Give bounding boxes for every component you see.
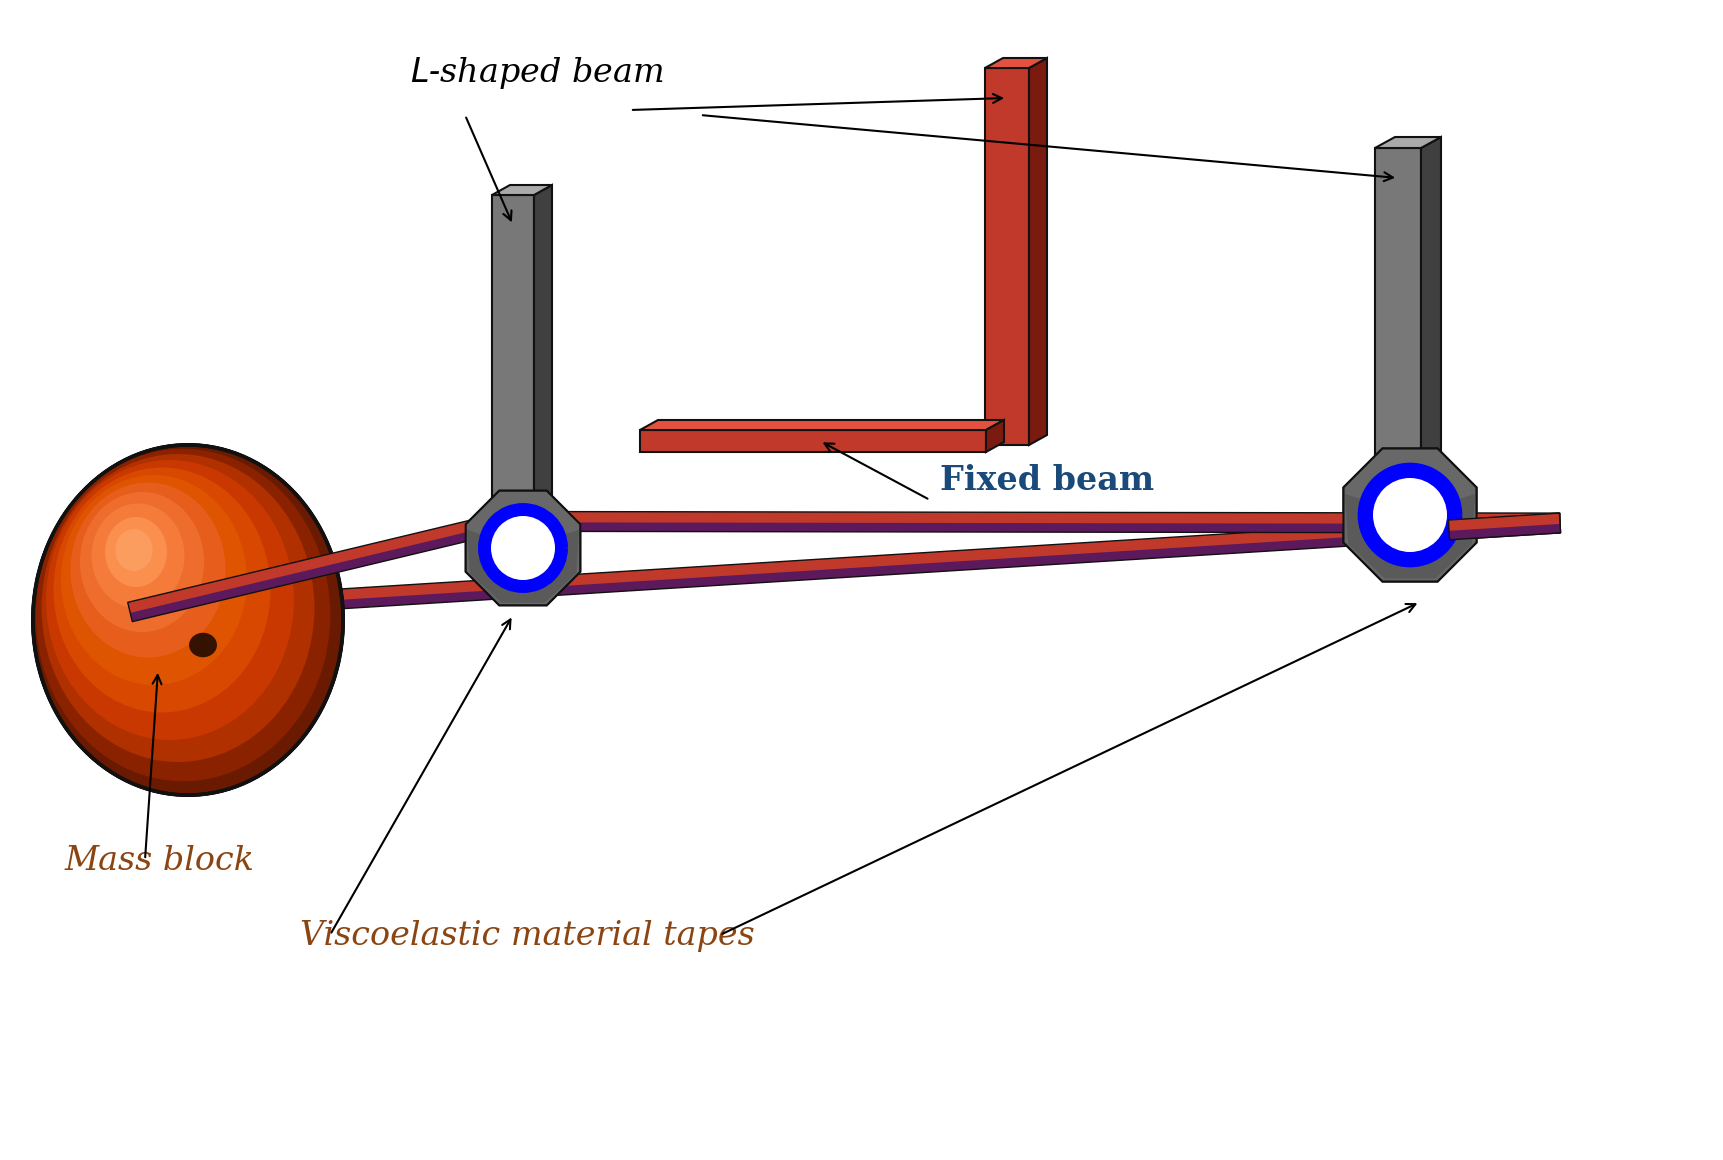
Circle shape <box>1372 478 1446 552</box>
Text: Fixed beam: Fixed beam <box>939 464 1153 496</box>
Ellipse shape <box>115 529 153 571</box>
Polygon shape <box>129 522 1559 622</box>
Polygon shape <box>1344 494 1475 579</box>
Circle shape <box>1372 478 1446 552</box>
Ellipse shape <box>41 454 314 762</box>
Ellipse shape <box>60 474 246 686</box>
Polygon shape <box>491 184 551 195</box>
Polygon shape <box>129 524 493 622</box>
Polygon shape <box>1375 148 1420 500</box>
Ellipse shape <box>105 517 167 587</box>
Ellipse shape <box>47 461 295 740</box>
Ellipse shape <box>91 503 184 609</box>
Text: Viscoelastic material tapes: Viscoelastic material tapes <box>300 920 755 952</box>
Polygon shape <box>1447 513 1559 531</box>
Circle shape <box>491 516 555 580</box>
Ellipse shape <box>190 632 217 658</box>
Polygon shape <box>467 530 579 603</box>
Polygon shape <box>639 420 1003 430</box>
Polygon shape <box>467 530 579 603</box>
Ellipse shape <box>31 443 345 797</box>
Polygon shape <box>129 513 1559 612</box>
Polygon shape <box>128 516 489 612</box>
Ellipse shape <box>79 492 203 632</box>
Ellipse shape <box>33 445 343 795</box>
Polygon shape <box>1342 449 1475 581</box>
Polygon shape <box>491 195 534 530</box>
Text: Mass block: Mass block <box>65 844 255 877</box>
Ellipse shape <box>71 483 226 658</box>
Polygon shape <box>1375 137 1440 148</box>
Polygon shape <box>555 521 1559 532</box>
Ellipse shape <box>53 467 271 712</box>
Circle shape <box>491 516 555 580</box>
Text: $L$-shaped beam: $L$-shaped beam <box>410 55 663 90</box>
Polygon shape <box>1344 494 1475 579</box>
Polygon shape <box>557 512 1559 524</box>
Polygon shape <box>465 491 581 606</box>
Polygon shape <box>986 420 1003 452</box>
Polygon shape <box>1029 58 1046 445</box>
Polygon shape <box>639 430 986 452</box>
Polygon shape <box>984 68 1029 445</box>
Polygon shape <box>984 58 1046 68</box>
Ellipse shape <box>36 449 331 781</box>
Polygon shape <box>465 491 581 606</box>
Polygon shape <box>1447 522 1559 539</box>
Polygon shape <box>1420 137 1440 500</box>
Polygon shape <box>1342 449 1475 581</box>
Polygon shape <box>534 184 551 530</box>
